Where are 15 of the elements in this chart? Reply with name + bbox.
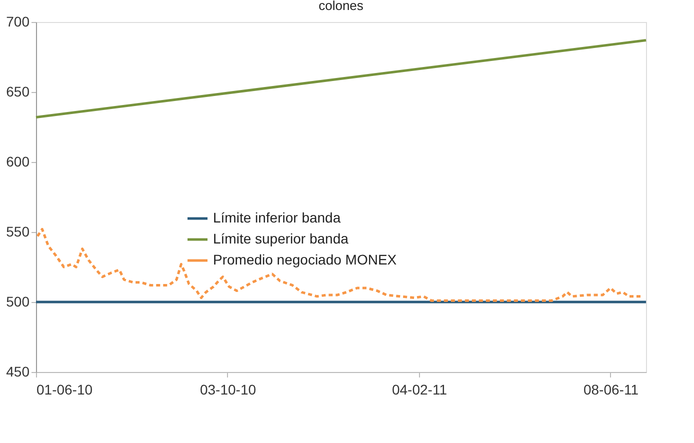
y-tick-label: 450: [6, 364, 30, 380]
x-tick-label: 03-10-10: [200, 382, 256, 398]
line-series: [36, 228, 643, 302]
y-tick-label: 600: [6, 154, 30, 170]
x-tick-label: 01-06-10: [36, 382, 93, 398]
legend-label: Límite superior banda: [213, 230, 349, 246]
y-tick-label: 650: [6, 84, 30, 100]
y-tick-label: 550: [6, 224, 30, 240]
y-tick-label: 700: [6, 14, 30, 30]
legend-label: Límite inferior banda: [213, 210, 341, 226]
y-tick-label: 500: [6, 294, 30, 310]
x-tick-label: 04-02-11: [392, 382, 448, 398]
legend-label: Promedio negociado MONEX: [213, 252, 398, 268]
x-tick-label: 08-06-11: [583, 382, 639, 398]
chart-title: colones: [318, 0, 364, 13]
